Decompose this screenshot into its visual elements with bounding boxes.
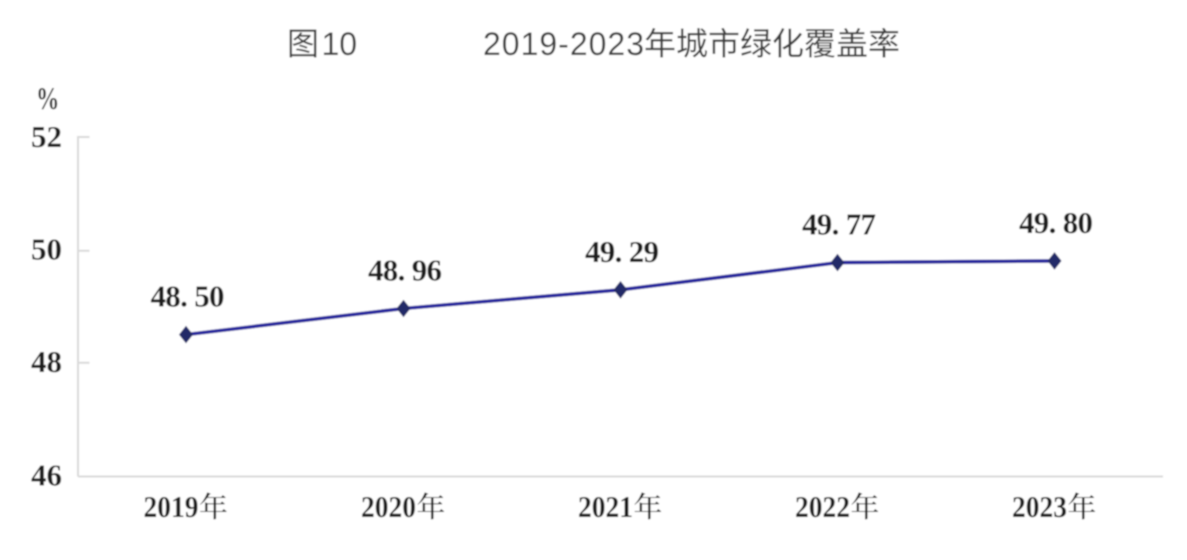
svg-text:46: 46 <box>31 457 62 492</box>
svg-text:49. 29: 49. 29 <box>585 234 659 269</box>
svg-text:2019: 2019 <box>144 489 199 524</box>
svg-text:2023: 2023 <box>1012 489 1067 524</box>
svg-text:49. 77: 49. 77 <box>802 207 876 242</box>
svg-text:48. 96: 48. 96 <box>368 253 442 288</box>
svg-text:49. 80: 49. 80 <box>1019 205 1093 240</box>
svg-text:%: % <box>36 81 59 116</box>
svg-text:2019-2023: 2019-2023 <box>483 26 644 62</box>
svg-text:50: 50 <box>31 231 62 266</box>
svg-text:2021: 2021 <box>578 489 633 524</box>
svg-text:48. 50: 48. 50 <box>151 279 225 314</box>
svg-text:10: 10 <box>322 26 358 62</box>
svg-text:2020: 2020 <box>361 489 416 524</box>
svg-text:2022: 2022 <box>795 489 850 524</box>
svg-text:48: 48 <box>31 344 62 379</box>
svg-text:52: 52 <box>31 119 62 154</box>
